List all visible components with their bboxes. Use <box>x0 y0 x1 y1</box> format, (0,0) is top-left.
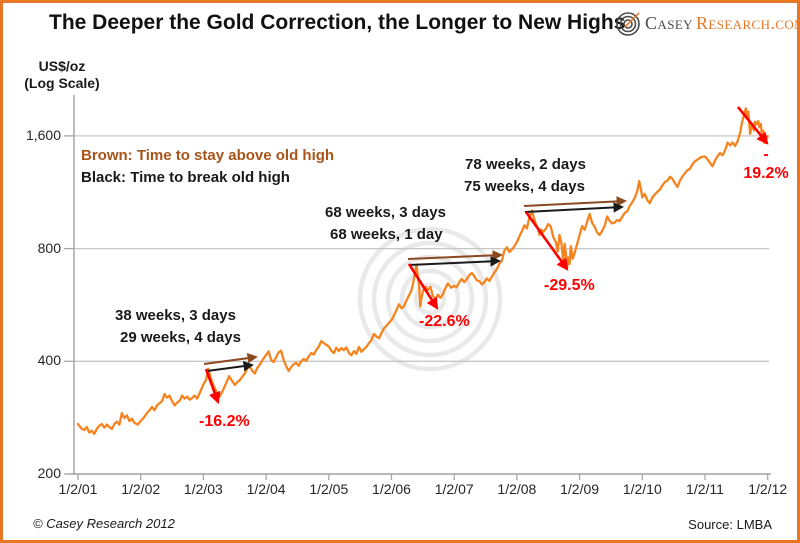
source-text: Source: LMBA <box>688 517 772 532</box>
annotation-3-stay-label: 78 weeks, 2 days <box>465 156 586 173</box>
x-tick-label: 1/2/03 <box>183 481 223 497</box>
page-title: The Deeper the Gold Correction, the Long… <box>49 11 626 34</box>
annotation-2-break-label: 68 weeks, 1 day <box>330 226 443 243</box>
annotation-4-decline-line1: - <box>763 146 769 163</box>
x-tick-label: 1/2/06 <box>372 481 411 497</box>
annotation-1-decline-label: -16.2% <box>199 413 250 430</box>
x-tick-label: 1/2/05 <box>309 481 349 497</box>
y-axis-unit-label: US$/oz (Log Scale) <box>17 58 107 92</box>
legend-black: Black: Time to break old high <box>81 169 290 186</box>
x-tick-label: 1/2/09 <box>560 481 600 497</box>
x-tick-label: 1/2/02 <box>121 481 161 497</box>
annotation-3-break-label: 75 weeks, 4 days <box>464 178 585 195</box>
legend-brown: Brown: Time to stay above old high <box>81 147 335 164</box>
x-tick-label: 1/2/01 <box>58 481 98 497</box>
y-axis-unit-line2: (Log Scale) <box>24 75 100 91</box>
x-tick-label: 1/2/08 <box>497 481 537 497</box>
x-tick-label: 1/2/10 <box>622 481 662 497</box>
copyright-text: © Casey Research 2012 <box>33 516 175 531</box>
y-tick-label: 400 <box>37 352 61 369</box>
x-tick-label: 1/2/11 <box>686 481 724 497</box>
brand-name-research: Research.com <box>695 13 800 33</box>
y-tick-label: 800 <box>37 239 61 256</box>
y-tick-label: 200 <box>37 465 61 481</box>
annotation-2-stay-label: 68 weeks, 3 days <box>325 204 446 221</box>
annotation-1-break-label: 29 weeks, 4 days <box>120 329 241 346</box>
annotation-4-decline-label: - 19.2% <box>741 145 791 183</box>
y-axis-unit-line1: US$/oz <box>38 58 86 74</box>
annotation-3-decline-label: -29.5% <box>544 277 595 294</box>
annotation-1-stay-label: 38 weeks, 3 days <box>115 307 236 324</box>
y-tick-label: 1,600 <box>25 126 61 143</box>
x-tick-label: 1/2/04 <box>246 481 286 497</box>
gold-price-chart <box>64 95 771 480</box>
spiral-circles-icon <box>615 10 642 37</box>
x-tick-label: 1/2/07 <box>434 481 474 497</box>
annotation-4-decline-line2: 19.2% <box>743 165 789 182</box>
x-tick-label: 1/2/12 <box>748 481 788 497</box>
brand-logo: Casey Research.com <box>615 10 800 37</box>
annotation-2-decline-label: -22.6% <box>419 313 470 330</box>
brand-name-casey: Casey <box>645 13 693 33</box>
